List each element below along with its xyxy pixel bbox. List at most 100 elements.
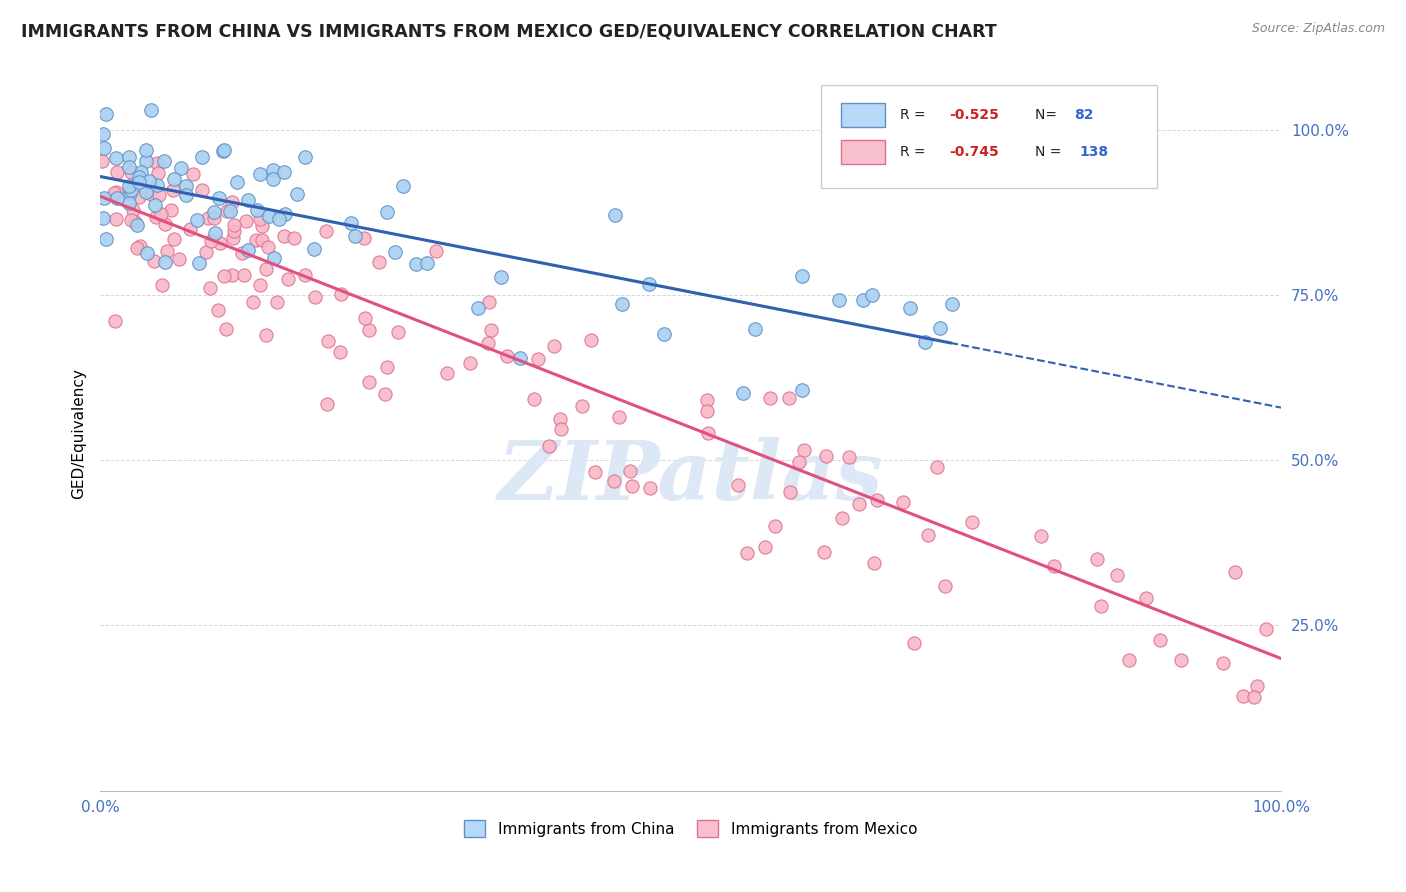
Point	[128, 238, 150, 252]
Point	[637, 277, 659, 292]
Point	[1118, 653, 1140, 667]
Point	[537, 439, 560, 453]
Point	[179, 222, 201, 236]
Point	[550, 422, 572, 436]
Point	[135, 154, 157, 169]
Point	[621, 479, 644, 493]
Point	[212, 268, 235, 283]
Point	[828, 293, 851, 307]
Point	[1029, 529, 1052, 543]
Point	[344, 229, 367, 244]
Point	[523, 392, 546, 406]
Point	[231, 245, 253, 260]
Point	[1243, 690, 1265, 704]
Point	[813, 545, 835, 559]
Point	[273, 229, 295, 244]
Point	[202, 211, 225, 225]
Point	[183, 167, 205, 181]
Point	[186, 212, 208, 227]
Point	[226, 175, 249, 189]
Point	[527, 352, 550, 367]
Point	[191, 150, 214, 164]
Point	[697, 425, 720, 440]
Point	[367, 254, 389, 268]
Point	[145, 178, 167, 193]
Point	[190, 183, 212, 197]
Text: -0.745: -0.745	[949, 145, 1000, 160]
Point	[425, 244, 447, 259]
Point	[733, 386, 755, 401]
Point	[374, 386, 396, 401]
Point	[236, 243, 259, 257]
Point	[789, 455, 811, 469]
Point	[1254, 622, 1277, 636]
Point	[550, 412, 572, 426]
Point	[174, 178, 197, 193]
Point	[208, 191, 231, 205]
Point	[219, 204, 242, 219]
Point	[489, 269, 512, 284]
Text: N=: N=	[1035, 108, 1062, 122]
Point	[207, 303, 229, 318]
Point	[914, 334, 936, 349]
Point	[91, 153, 114, 168]
Point	[790, 268, 813, 283]
Point	[194, 244, 217, 259]
Point	[235, 214, 257, 228]
Point	[934, 579, 956, 593]
Point	[792, 383, 814, 397]
Text: 138: 138	[1080, 145, 1108, 160]
Point	[696, 392, 718, 407]
Point	[353, 231, 375, 245]
Point	[478, 295, 501, 310]
Point	[266, 294, 288, 309]
Point	[1043, 559, 1066, 574]
Point	[148, 166, 170, 180]
Point	[245, 202, 267, 217]
Point	[249, 212, 271, 227]
Bar	[841, 103, 886, 128]
Point	[254, 328, 277, 343]
Text: R =: R =	[900, 145, 929, 160]
Point	[105, 164, 128, 178]
Point	[124, 215, 146, 229]
Point	[198, 281, 221, 295]
Point	[765, 518, 787, 533]
Point	[120, 213, 142, 227]
Point	[249, 167, 271, 181]
Text: ZIPatlas: ZIPatlas	[498, 437, 883, 516]
Legend: Immigrants from China, Immigrants from Mexico: Immigrants from China, Immigrants from M…	[458, 814, 924, 844]
Point	[744, 322, 766, 336]
Point	[330, 286, 353, 301]
Point	[120, 183, 142, 197]
Point	[128, 169, 150, 184]
Point	[162, 183, 184, 197]
Point	[129, 165, 152, 179]
Text: 82: 82	[1074, 108, 1094, 122]
Point	[727, 477, 749, 491]
Point	[838, 450, 860, 464]
Point	[375, 359, 398, 374]
Point	[467, 301, 489, 315]
Point	[156, 244, 179, 258]
Point	[1107, 567, 1129, 582]
Point	[898, 301, 921, 315]
Point	[571, 399, 593, 413]
Point	[146, 155, 169, 169]
Point	[188, 255, 211, 269]
Point	[202, 204, 225, 219]
Point	[793, 442, 815, 457]
Point	[866, 492, 889, 507]
Point	[117, 195, 139, 210]
Point	[105, 185, 128, 199]
Point	[903, 636, 925, 650]
Point	[759, 391, 782, 405]
Point	[139, 186, 162, 201]
Point	[103, 186, 125, 200]
Point	[197, 211, 219, 225]
Point	[215, 204, 238, 219]
Point	[91, 128, 114, 142]
Point	[221, 195, 243, 210]
Point	[212, 144, 235, 158]
Point	[509, 351, 531, 365]
